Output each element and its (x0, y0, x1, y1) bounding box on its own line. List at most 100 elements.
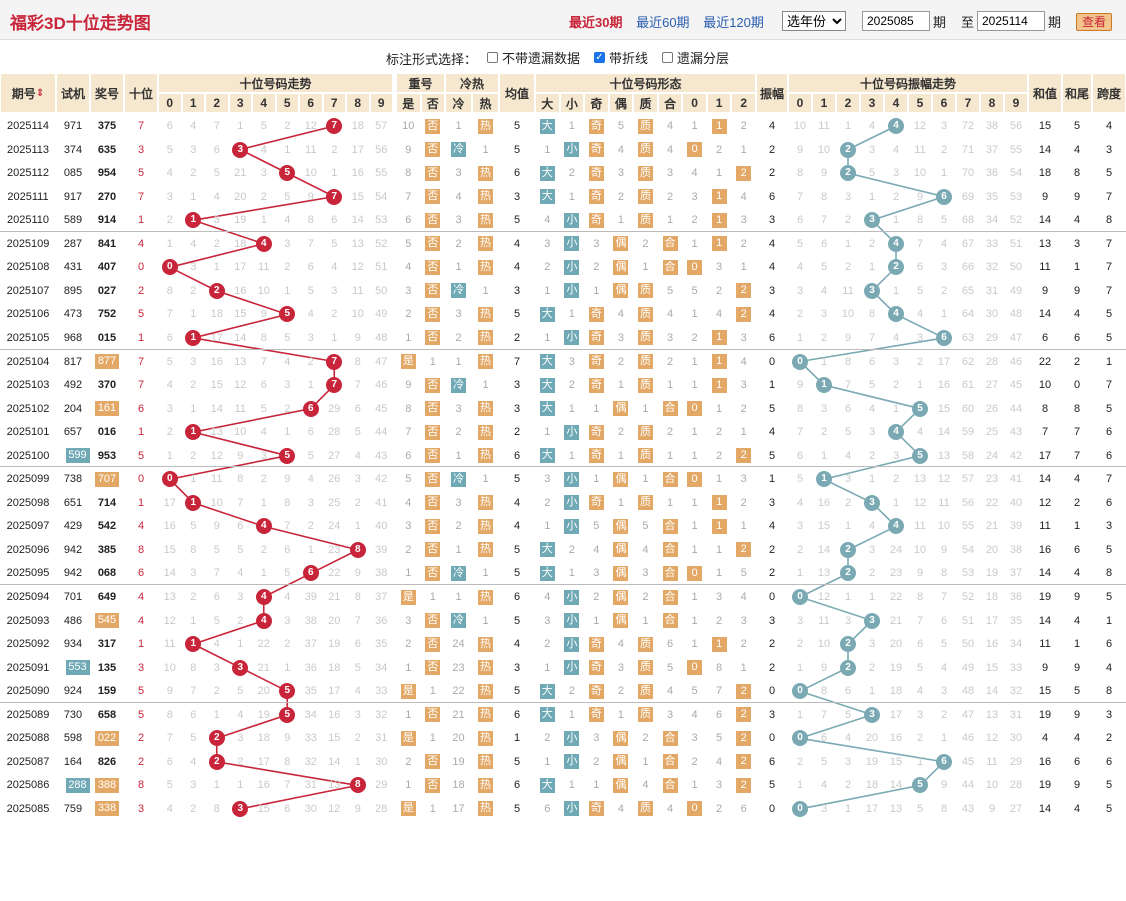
span-cell: 6 (1105, 755, 1113, 768)
from-issue-input[interactable] (862, 11, 930, 31)
amp-omission: 51 (961, 614, 975, 627)
amp-omission: 34 (1009, 638, 1023, 651)
trend-ball: 2 (208, 282, 225, 299)
form-omission: 4 (666, 120, 674, 132)
form-box: 小 (564, 495, 580, 511)
sum-cell: 4 (1041, 732, 1049, 745)
sum-cell: 7 (1041, 426, 1049, 439)
test-cell: 589 (63, 214, 83, 227)
amp-omission: 23 (985, 473, 999, 486)
query-button[interactable]: 查看 (1076, 13, 1112, 31)
test-cell: 971 (63, 120, 83, 132)
amp-omission: 3 (868, 143, 876, 156)
trend-ball: 1 (185, 212, 202, 229)
form-omission: 3 (593, 237, 600, 250)
range-30[interactable]: 最近30期 (569, 15, 623, 30)
range-60[interactable]: 最近60期 (636, 15, 690, 30)
form-box: 大 (539, 165, 555, 181)
amp-omission: 34 (985, 214, 999, 227)
trend-omission: 33 (304, 732, 317, 745)
trend-omission: 50 (375, 284, 388, 297)
header-issue[interactable]: 期号 ⇕ (0, 73, 56, 113)
issue-cell: 2025100 (6, 449, 50, 462)
trend-omission: 11 (305, 143, 317, 156)
mod-box: 2 (736, 683, 752, 699)
trend-omission: 13 (234, 355, 247, 368)
form-omission: 5 (617, 120, 624, 132)
header-test: 试机 (56, 73, 90, 113)
range-120[interactable]: 最近120期 (703, 15, 764, 30)
amp-omission: 8 (940, 802, 948, 815)
form-box: 大 (539, 401, 555, 417)
tens-cell: 4 (137, 614, 145, 627)
trend-ball: 1 (185, 329, 202, 346)
trend-omission: 3 (190, 355, 197, 368)
tens-cell: 0 (137, 261, 145, 274)
trend-omission: 9 (166, 685, 173, 698)
form-box: 小 (564, 660, 580, 676)
trend-omission: 18 (328, 661, 341, 674)
form-omission: 1 (691, 355, 698, 368)
amp-omission: 11 (938, 496, 950, 509)
repeat-omission: 2 (405, 308, 412, 321)
trend-omission: 54 (375, 190, 388, 203)
amp-omission: 52 (961, 591, 975, 603)
qi-label-1: 期 (933, 15, 947, 30)
avg-cell: 6 (513, 708, 521, 721)
amp-omission: 4 (820, 779, 828, 792)
form-omission: 1 (568, 779, 575, 792)
amp-omission: 6 (868, 355, 876, 368)
trend-omission: 35 (375, 638, 388, 651)
subheader-form: 质 (633, 93, 658, 113)
amp-omission: 6 (940, 614, 948, 627)
option-layered[interactable]: 遗漏分层 (662, 48, 729, 67)
hot-box: 热 (478, 660, 493, 676)
trend-omission: 1 (354, 520, 361, 533)
amp-omission: 4 (916, 308, 924, 321)
form-omission: 1 (544, 755, 551, 768)
trend-omission: 6 (354, 638, 361, 651)
sort-icon[interactable]: ⇕ (35, 87, 45, 99)
trend-omission: 16 (351, 167, 364, 180)
tail-cell: 6 (1073, 543, 1081, 556)
amp-omission: 2 (844, 214, 852, 227)
checkbox-checked-icon[interactable]: ✓ (594, 51, 605, 63)
amp-cell: 3 (768, 708, 776, 721)
avg-cell: 7 (513, 355, 521, 368)
trend-omission: 12 (351, 261, 364, 274)
to-issue-input[interactable] (977, 11, 1045, 31)
option-polyline[interactable]: ✓ 带折线 (594, 48, 648, 67)
avg-cell: 3 (513, 379, 521, 392)
amp-omission: 13 (937, 449, 951, 462)
amp-omission: 1 (796, 567, 804, 580)
form-box: 大 (539, 777, 555, 793)
amp-omission: 2 (844, 496, 852, 509)
form-omission: 3 (544, 614, 551, 627)
repeat-omission: 1 (405, 779, 412, 792)
amp-omission: 3 (940, 261, 948, 274)
option-text: 不带遗漏数据 (502, 51, 581, 66)
mod-box: 1 (711, 518, 727, 534)
amp-omission: 19 (985, 567, 999, 580)
amp-omission: 1 (892, 214, 900, 227)
amp-omission: 28 (985, 355, 999, 368)
checkbox-icon[interactable] (487, 52, 498, 63)
checkbox-icon[interactable] (662, 52, 673, 63)
trend-omission: 24 (328, 520, 341, 533)
option-no-omission[interactable]: 不带遗漏数据 (487, 48, 580, 67)
amp-omission: 3 (892, 355, 900, 368)
form-box: 质 (638, 189, 653, 205)
form-omission: 3 (593, 732, 600, 745)
trend-omission: 4 (190, 755, 197, 768)
sum-cell: 15 (1038, 120, 1052, 132)
repeat-omission: 1 (429, 685, 436, 698)
form-box: 质 (638, 118, 653, 134)
year-select[interactable]: 选年份 (782, 11, 846, 31)
trend-omission: 18 (351, 120, 364, 132)
trend-omission: 1 (284, 426, 291, 439)
tens-cell: 6 (137, 402, 145, 415)
header-hotcold-text: 冷热 (459, 76, 484, 91)
trend-ball: 4 (255, 235, 272, 252)
span-cell: 5 (1105, 331, 1113, 344)
trend-omission: 5 (237, 543, 244, 556)
